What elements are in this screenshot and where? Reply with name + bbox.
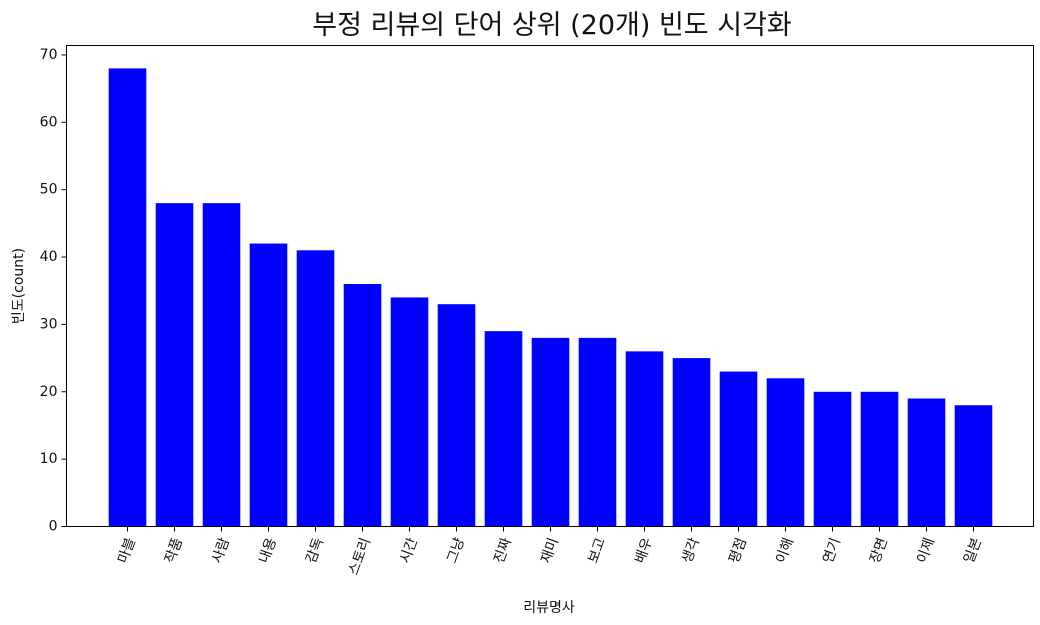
bar-내용	[249, 243, 288, 527]
x-tick-label: 평점	[726, 536, 750, 566]
bar-마블	[108, 68, 147, 527]
x-tick-label: 그냥	[444, 536, 468, 566]
y-tick-label: 40	[40, 249, 58, 265]
bar-배우	[625, 351, 664, 527]
x-tick-label: 사람	[209, 536, 233, 566]
x-tick-label: 장면	[867, 536, 891, 566]
x-tick-label: 진짜	[491, 536, 515, 566]
bar-스토리	[343, 283, 382, 527]
bar-감독	[296, 250, 335, 527]
y-tick-label: 50	[40, 182, 58, 198]
x-tick-label: 스토리	[346, 536, 374, 578]
bar-평점	[719, 371, 758, 527]
x-tick-label: 시간	[397, 536, 421, 566]
bar-사람	[202, 203, 241, 527]
bar-보고	[578, 337, 617, 527]
bar-연기	[813, 391, 852, 527]
y-tick-label: 20	[40, 384, 58, 400]
y-tick-label: 60	[40, 114, 58, 130]
y-tick-label: 0	[49, 519, 58, 535]
bar-장면	[860, 391, 899, 527]
chart-title: 부정 리뷰의 단어 상위 (20개) 빈도 시각화	[312, 10, 792, 41]
x-tick-label: 일본	[961, 536, 985, 566]
bar-재미	[531, 337, 570, 527]
x-tick-label: 내용	[256, 536, 280, 566]
x-tick-label: 이제	[914, 536, 938, 566]
y-axis: 0 10 20 30 40 50 60 70	[40, 47, 67, 535]
bar-이제	[907, 398, 946, 527]
x-tick-label: 보고	[585, 536, 609, 566]
bar-그냥	[437, 304, 476, 527]
x-tick-label: 생각	[679, 536, 703, 566]
bar-작품	[155, 203, 194, 527]
x-tick-label: 감독	[303, 536, 327, 566]
x-tick-label: 작품	[162, 536, 186, 566]
y-tick-label: 30	[40, 316, 58, 332]
x-tick-label: 이해	[773, 536, 797, 566]
x-tick-label: 재미	[538, 536, 562, 566]
x-tick-label: 연기	[820, 536, 844, 566]
bar-이해	[766, 378, 805, 527]
bar-생각	[672, 358, 711, 527]
x-axis-label: 리뷰명사	[523, 600, 575, 616]
y-tick-label: 70	[40, 47, 58, 63]
bars-group	[108, 68, 993, 527]
x-axis: 마블 작품 사람 내용 감독 스토리 시간 그냥 진짜 재미 보고 배우 생각 평점 이해 연기 장면 이제 일본	[115, 526, 985, 578]
x-tick-label: 배우	[632, 536, 656, 566]
y-tick-label: 10	[40, 451, 58, 467]
y-axis-label: 빈도(count)	[11, 248, 27, 324]
bar-일본	[954, 405, 993, 527]
bar-시간	[390, 297, 429, 527]
x-tick-label: 마블	[115, 536, 139, 566]
bar-진짜	[484, 331, 523, 527]
